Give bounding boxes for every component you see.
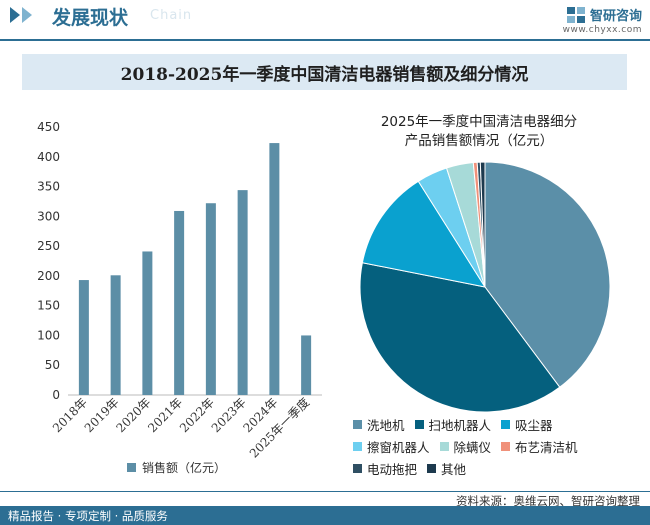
pie-chart <box>359 161 611 413</box>
pie-title: 2025年一季度中国清洁电器细分 产品销售额情况（亿元） <box>348 113 610 151</box>
chart-title: 2018-2025年一季度中国清洁电器销售额及细分情况 <box>120 64 529 85</box>
bar-chart: 0501001502002503003504004502018年2019年202… <box>37 120 322 461</box>
y-tick-label: 300 <box>37 209 60 223</box>
y-tick-label: 250 <box>37 239 60 253</box>
y-tick-label: 200 <box>37 269 60 283</box>
pie-legend-item: 布艺清洁机 <box>501 437 578 456</box>
pie-legend-label: 擦窗机器人 <box>367 439 430 455</box>
pie-legend-swatch <box>501 419 511 429</box>
pie-title-line-1: 2025年一季度中国清洁电器细分 <box>380 114 578 130</box>
header-divider <box>0 39 650 41</box>
bar <box>269 143 280 395</box>
pie-slice <box>361 180 487 288</box>
brand-url: www.chyxx.com <box>562 25 642 35</box>
brand: 智研咨询 www.chyxx.com <box>563 4 642 35</box>
pie-legend-swatch <box>353 419 362 429</box>
pie-legend-swatch <box>414 419 424 429</box>
pie-legend-row: 电动拖把 其他 <box>353 457 643 479</box>
x-tick-label: 2022年 <box>177 395 217 435</box>
y-tick-label: 100 <box>37 328 60 342</box>
bar <box>205 203 216 395</box>
bar-legend: 销售额（亿元） <box>127 459 226 476</box>
source-note: 资料来源：奥维云网、智研咨询整理 <box>456 494 640 508</box>
pie-legend-item: 除螨仪 <box>439 437 492 456</box>
pie-legend-swatch <box>501 441 511 451</box>
footer-tagline: 精品报告 · 专项定制 · 品质服务 <box>8 509 168 523</box>
brand-name: 智研咨询 <box>589 9 642 24</box>
y-tick-label: 450 <box>37 120 60 134</box>
bar <box>142 251 153 395</box>
pie-legend-row: 洗地机 扫地机器人 吸尘器 <box>353 413 643 435</box>
top-bar: 发展现状 Chain 智研咨询 www.chyxx.com <box>0 0 650 35</box>
pie-legend-swatch <box>353 463 362 473</box>
y-tick-label: 50 <box>45 358 60 372</box>
double-arrow-icon <box>10 7 32 23</box>
y-tick-label: 150 <box>37 299 60 313</box>
bar <box>174 210 185 395</box>
watermark-text: Chain <box>150 8 193 23</box>
footer-bar: 精品报告 · 专项定制 · 品质服务 <box>0 506 650 525</box>
x-tick-label: 2023年 <box>209 395 249 435</box>
x-tick-label: 2020年 <box>114 395 154 435</box>
y-tick-label: 0 <box>52 388 60 402</box>
pie-legend-item: 吸尘器 <box>501 415 553 434</box>
bar <box>110 275 121 395</box>
bar <box>237 190 248 395</box>
pie-slice <box>359 262 561 413</box>
y-tick-label: 400 <box>37 150 60 164</box>
y-tick-label: 350 <box>37 180 60 194</box>
pie-legend-item: 洗地机 <box>353 415 405 434</box>
pie-legend-row: 擦窗机器人 除螨仪 布艺清洁机 <box>353 435 643 457</box>
section-title: 发展现状 <box>52 7 129 29</box>
pie-legend-label: 除螨仪 <box>453 439 492 455</box>
bar-legend-label: 销售额（亿元） <box>142 461 227 475</box>
footer-divider <box>0 491 650 492</box>
bar <box>301 335 312 395</box>
pie-legend: 洗地机 扫地机器人 吸尘器擦窗机器人 除螨仪 布艺清洁机电动拖把 其他 <box>353 413 643 479</box>
pie-legend-label: 洗地机 <box>367 417 405 433</box>
pie-title-line-2: 产品销售额情况（亿元） <box>404 133 554 149</box>
pie-legend-label: 吸尘器 <box>515 417 553 433</box>
x-tick-label: 2021年 <box>145 395 185 435</box>
chart-title-box: 2018-2025年一季度中国清洁电器销售额及细分情况 <box>22 54 627 90</box>
bar <box>78 280 89 395</box>
pie-legend-item: 电动拖把 <box>353 459 417 478</box>
x-tick-label: 2019年 <box>82 395 122 435</box>
pie-legend-swatch <box>353 441 362 451</box>
pie-slice <box>484 161 611 388</box>
pie-legend-label: 电动拖把 <box>367 461 418 477</box>
pie-slice <box>479 161 486 288</box>
pie-legend-label: 布艺清洁机 <box>515 439 578 455</box>
pie-legend-swatch <box>439 441 449 451</box>
pie-legend-item: 扫地机器人 <box>414 415 492 434</box>
brand-logo-icon <box>566 6 585 23</box>
pie-legend-label: 扫地机器人 <box>428 417 492 433</box>
pie-legend-item: 其他 <box>427 459 466 478</box>
pie-legend-swatch <box>427 463 437 473</box>
bar-legend-swatch <box>127 463 136 472</box>
pie-legend-label: 其他 <box>441 461 467 477</box>
pie-legend-item: 擦窗机器人 <box>353 437 430 456</box>
